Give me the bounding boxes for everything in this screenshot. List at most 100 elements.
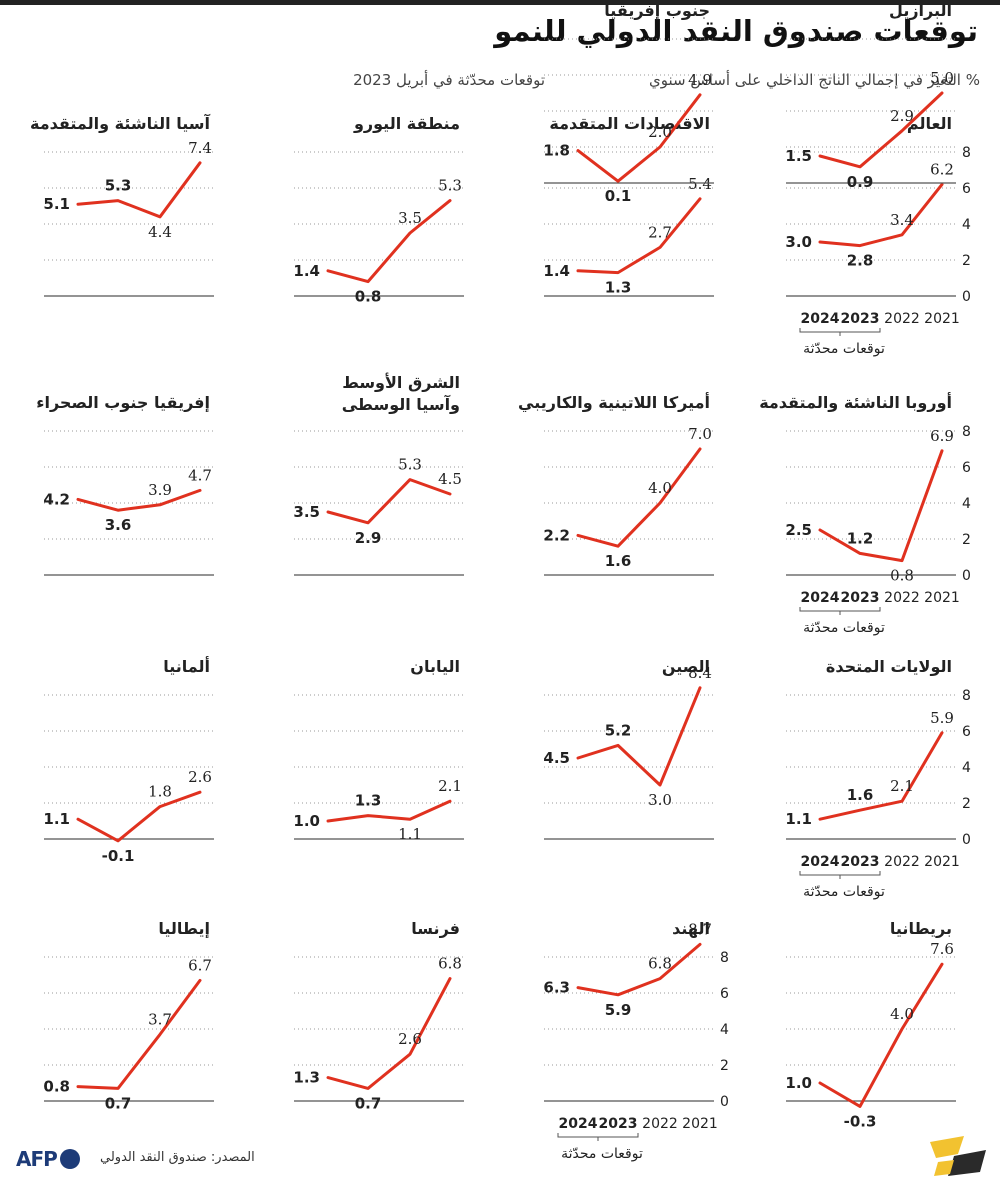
chart-panel: بريطانيا 7.6 4.0 -0.3 1.0 xyxy=(774,918,974,1180)
line-chart: 7.6 4.0 -0.3 1.0 xyxy=(785,940,956,1130)
x-tick-label: 2023 xyxy=(841,311,880,327)
data-label: 4.5 xyxy=(438,470,462,488)
chart-panel: الولايات المتحدة 0 2 4 6 8 2021 2022 2023 2024 توق… xyxy=(774,656,974,918)
panel-title: ألمانيا xyxy=(163,657,210,676)
data-label: 6.9 xyxy=(930,427,954,445)
panel-title: البرازيل xyxy=(889,1,952,20)
x-tick-label: 2021 xyxy=(924,854,960,870)
data-label: 4.9 xyxy=(688,71,712,89)
data-label: 0.9 xyxy=(847,173,874,191)
data-label: 3.6 xyxy=(105,516,132,534)
data-label: 3.5 xyxy=(293,503,320,521)
data-label: 4.0 xyxy=(648,479,672,497)
data-label: 7.0 xyxy=(688,425,712,443)
data-label: 2.6 xyxy=(398,1030,422,1048)
panel-title: العالم xyxy=(906,114,952,133)
series-line xyxy=(76,488,202,512)
data-label: 1.0 xyxy=(293,812,320,830)
data-label: 5.3 xyxy=(438,177,462,195)
series-line xyxy=(576,447,702,548)
data-label: 1.4 xyxy=(543,262,570,280)
line-chart: 2.1 1.1 1.3 1.0 xyxy=(293,694,464,843)
data-label: 0.7 xyxy=(355,1094,382,1112)
y-tick-label: 6 xyxy=(962,181,971,197)
data-label: -0.1 xyxy=(102,847,135,865)
data-label: 8.4 xyxy=(688,664,712,682)
data-label: 1.1 xyxy=(785,810,812,828)
forecast-bracket-label: توقعات محدّثة xyxy=(803,620,885,636)
x-tick-label: 2023 xyxy=(841,854,880,870)
data-label: 2.1 xyxy=(890,777,914,795)
chart-panel: فرنسا 6.8 2.6 0.7 1.3 xyxy=(282,918,482,1180)
data-label: 1.4 xyxy=(293,262,320,280)
x-tick-label: 2021 xyxy=(924,590,960,606)
chart-panel: العالم 0 2 4 6 8 2021 2022 2023 2024 توقعات محدّثة… xyxy=(774,113,974,375)
data-label: 6.8 xyxy=(648,955,672,973)
series-line xyxy=(818,731,944,821)
data-label: 1.0 xyxy=(785,1074,812,1092)
data-label: 3.5 xyxy=(398,209,422,227)
panel-title: جنوب إفريقيا xyxy=(604,1,710,20)
forecast-bracket xyxy=(799,871,881,876)
y-tick-label: 8 xyxy=(962,424,971,440)
data-label: 1.5 xyxy=(785,147,812,165)
data-label: 4.0 xyxy=(890,1005,914,1023)
series-line xyxy=(818,182,944,248)
chart-panel: أميركا اللاتينية والكاريبي 7.0 4.0 1.6 2.2 xyxy=(518,392,732,654)
series-line xyxy=(818,449,944,563)
forecast-bracket-label: توقعات محدّثة xyxy=(803,884,885,900)
panel-title: الصين xyxy=(661,657,710,676)
y-tick-label: 4 xyxy=(962,217,971,233)
data-label: 3.7 xyxy=(148,1010,172,1028)
data-label: 2.7 xyxy=(648,223,672,241)
line-chart: 8.4 3.0 5.2 4.5 xyxy=(543,664,714,840)
data-label: 6.7 xyxy=(188,956,212,974)
y-tick-label: 2 xyxy=(962,253,971,269)
data-label: 6.3 xyxy=(543,979,570,997)
source-note: المصدر: صندوق النقد الدولي xyxy=(100,1150,255,1165)
forecast-bracket xyxy=(557,1133,639,1138)
line-chart: 2.6 1.8 -0.1 1.1 xyxy=(43,694,214,865)
data-label: 5.4 xyxy=(688,175,712,193)
chart-panel: الاقتصادات المتقدمة 5.4 2.7 1.3 1.4 xyxy=(532,113,732,375)
y-tick-label: 6 xyxy=(962,724,971,740)
line-chart: 6.8 2.6 0.7 1.3 xyxy=(293,955,464,1112)
chart-panel: الصين 8.4 3.0 5.2 4.5 xyxy=(532,656,732,918)
panel-title: اليابان xyxy=(410,657,460,676)
panel-title-line: الشرق الأوسط xyxy=(342,373,460,392)
chart-panel: الهند 0 2 4 6 8 2021 2022 2023 2024 توقعات محدّثة 8… xyxy=(532,918,732,1180)
y-tick-label: 0 xyxy=(720,1094,729,1110)
data-label: 1.1 xyxy=(398,825,422,843)
line-chart: 4.9 2.0 0.1 1.8 xyxy=(543,38,714,205)
line-chart: 7.4 4.4 5.3 5.1 xyxy=(43,139,214,297)
series-line xyxy=(76,978,202,1090)
x-tick-label: 2024 xyxy=(801,311,840,327)
chart-panel: الشرق الأوسط وآسيا الوسطى 4.5 5.3 2.9 3.5 xyxy=(282,373,482,654)
data-label: 2.8 xyxy=(847,252,874,270)
forecast-bracket xyxy=(799,328,881,333)
data-label: 1.2 xyxy=(847,529,874,547)
data-label: 5.1 xyxy=(43,195,70,213)
data-label: 8.7 xyxy=(688,920,712,938)
chart-panel: البرازيل 5.0 2.9 0.9 1.5 xyxy=(774,0,974,262)
data-label: 6.2 xyxy=(930,160,954,178)
series-line xyxy=(326,199,452,284)
x-tick-label: 2022 xyxy=(884,590,920,606)
y-tick-label: 8 xyxy=(720,950,729,966)
y-tick-label: 8 xyxy=(962,688,971,704)
panel-title-line: وآسيا الوسطى xyxy=(341,395,460,414)
data-label: 4.5 xyxy=(543,749,570,767)
y-tick-label: 0 xyxy=(962,289,971,305)
afp-logo-dot xyxy=(59,1149,80,1169)
y-tick-label: 6 xyxy=(962,460,971,476)
forecast-bracket-label: توقعات محدّثة xyxy=(561,1146,643,1162)
data-label: 5.9 xyxy=(605,1001,632,1019)
chart-panel: منطقة اليورو 5.3 3.5 0.8 1.4 xyxy=(282,113,482,375)
data-label: 5.2 xyxy=(605,721,632,739)
data-label: 7.6 xyxy=(930,940,954,958)
top-rule xyxy=(0,0,1000,5)
y-tick-label: 4 xyxy=(962,760,971,776)
data-label: 1.3 xyxy=(605,279,632,297)
series-line xyxy=(76,161,202,219)
